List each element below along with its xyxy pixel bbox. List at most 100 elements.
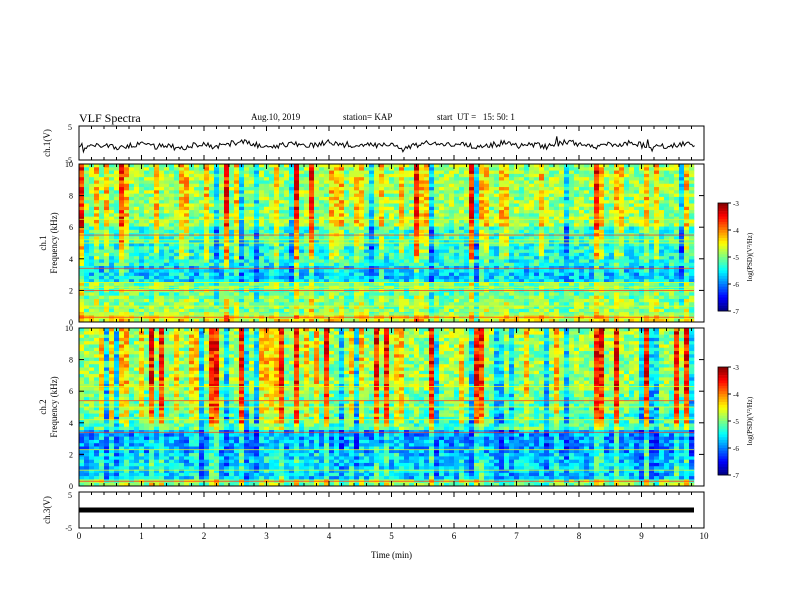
ch1-spectrogram-cell (219, 206, 225, 211)
ch1-spectrogram-cell (474, 187, 480, 191)
ch1-spectrogram-cell (134, 196, 140, 201)
ch1-spectrogram-cell (174, 239, 180, 244)
ch1-spectrogram-cell (409, 219, 415, 224)
ch1-spectrogram-cell (459, 282, 465, 287)
ch1-spectrogram-cell (429, 210, 435, 214)
ch1-spectrogram-cell (84, 252, 90, 257)
ch1-spectrogram-cell (239, 167, 245, 171)
ch1-spectrogram-cell (354, 210, 360, 214)
ch1-spectrogram-cell (529, 170, 535, 175)
ch1-spectrogram-cell (89, 236, 95, 241)
ch1-spectrogram-cell (544, 308, 550, 313)
ch1-spectrogram-cell (419, 243, 425, 247)
ch1-spectrogram-cell (524, 269, 530, 273)
ch1-spectrogram-cell (454, 213, 460, 217)
ch1-spectrogram-cell (409, 249, 415, 254)
ch1-spectrogram-cell (319, 272, 325, 277)
ch1-spectrogram-cell (99, 183, 105, 188)
ch1-spectrogram-cell (199, 196, 205, 201)
ch1-spectrogram-cell (154, 262, 160, 267)
ch1-spectrogram-cell (199, 256, 205, 260)
ch1-spectrogram-cell (444, 282, 450, 287)
ch1-spectrogram-cell (364, 289, 370, 293)
ch1-spectrogram-cell (334, 193, 340, 198)
ch1-spectrogram-cell (504, 259, 510, 264)
ch1-spectrogram-cell (534, 305, 540, 310)
ch1-spectrogram-cell (499, 183, 505, 188)
ch1-spectrogram-cell (369, 210, 375, 214)
ch1-spectrogram-cell (554, 180, 560, 185)
ch1-spectrogram-cell (499, 269, 505, 273)
ch1-spectrogram-cell (429, 187, 435, 191)
ch1-spectrogram-cell (494, 223, 500, 227)
ch1-spectrogram-cell (269, 259, 275, 264)
ch1-spectrogram-cell (259, 269, 265, 273)
ch1-spectrogram-cell (329, 298, 335, 303)
ch1-spectrogram-cell (379, 292, 385, 296)
ch1-spectrogram-cell (119, 200, 125, 204)
ch1-spectrogram-cell (279, 246, 285, 250)
ch1-spectrogram-cell (244, 292, 250, 296)
ch1-spectrogram-cell (284, 279, 290, 283)
ch1-spectrogram-cell (164, 292, 170, 296)
ch1-spectrogram-cell (359, 305, 365, 310)
ch1-spectrogram-cell (514, 256, 520, 260)
ch1-spectrogram-cell (294, 173, 300, 178)
ch1-spectrogram-cell (264, 190, 270, 194)
ch1-spectrogram-cell (414, 262, 420, 267)
ch1-spectrogram-cell (214, 289, 220, 293)
ch1-spectrogram-cell (94, 187, 100, 191)
ch1-spectrogram-cell (584, 216, 590, 221)
ch1-spectrogram-cell (509, 183, 515, 188)
ch1-spectrogram-cell (144, 200, 150, 204)
ch1-spectrogram-cell (424, 246, 430, 250)
ch1-spectrogram-cell (284, 223, 290, 227)
ch1-spectrogram-cell (254, 226, 260, 231)
ch1-spectrogram-cell (374, 275, 380, 280)
ch1-spectrogram-cell (574, 289, 580, 293)
ch1-spectrogram-cell (514, 269, 520, 273)
ch1-spectrogram-cell (264, 272, 270, 277)
ch1-spectrogram-cell (544, 243, 550, 247)
ch1-spectrogram-cell (544, 167, 550, 171)
ch1-spectrogram-cell (204, 229, 210, 234)
ch1-spectrogram-cell (319, 223, 325, 227)
ch1-spectrogram-cell (434, 308, 440, 313)
ch1-spectrogram-cell (379, 213, 385, 217)
ch1-spectrogram-cell (339, 187, 345, 191)
ch1-spectrogram-cell (514, 180, 520, 185)
ch1-spectrogram-cell (559, 216, 565, 221)
ch1-spectrogram-cell (489, 236, 495, 241)
ch1-spectrogram-cell (369, 305, 375, 310)
ch1-spectrogram-cell (584, 210, 590, 214)
ch1-spectrogram-cell (194, 246, 200, 250)
ch1-spectrogram-cell (484, 190, 490, 194)
ch1-spectrogram-cell (369, 318, 375, 323)
ch1-spectrogram-cell (169, 269, 175, 273)
ch1-spectrogram-cell (444, 289, 450, 293)
ch1-spectrogram-cell (189, 177, 195, 181)
ch1-spectrogram-cell (94, 308, 100, 313)
ch1-spectrogram-cell (149, 275, 155, 280)
ch1-spectrogram-cell (374, 193, 380, 198)
ch1-spectrogram-cell (84, 282, 90, 287)
ch1-spectrogram-cell (119, 252, 125, 257)
ch1-spectrogram-cell (299, 170, 305, 175)
ch1-spectrogram-cell (569, 305, 575, 310)
ch1-spectrogram-cell (194, 239, 200, 244)
ch1-spectrogram-cell (284, 173, 290, 178)
ch1-spectrogram-cell (519, 170, 525, 175)
ch1-spectrogram-cell (329, 187, 335, 191)
ch1-spectrogram-cell (579, 246, 585, 250)
ch1-spectrogram-cell (529, 216, 535, 221)
ch1-spectrogram-cell (239, 295, 245, 300)
ch1-spectrogram-cell (389, 308, 395, 313)
ch1-spectrogram-cell (474, 295, 480, 300)
ch1-spectrogram-cell (79, 187, 85, 191)
ch1-spectrogram-cell (339, 305, 345, 310)
ch1-spectrogram-cell (559, 295, 565, 300)
ch1-spectrogram-cell (279, 206, 285, 211)
ch1-spectrogram-cell (324, 298, 330, 303)
ch1-spectrogram-cell (239, 239, 245, 244)
ch1-spectrogram-cell (279, 305, 285, 310)
